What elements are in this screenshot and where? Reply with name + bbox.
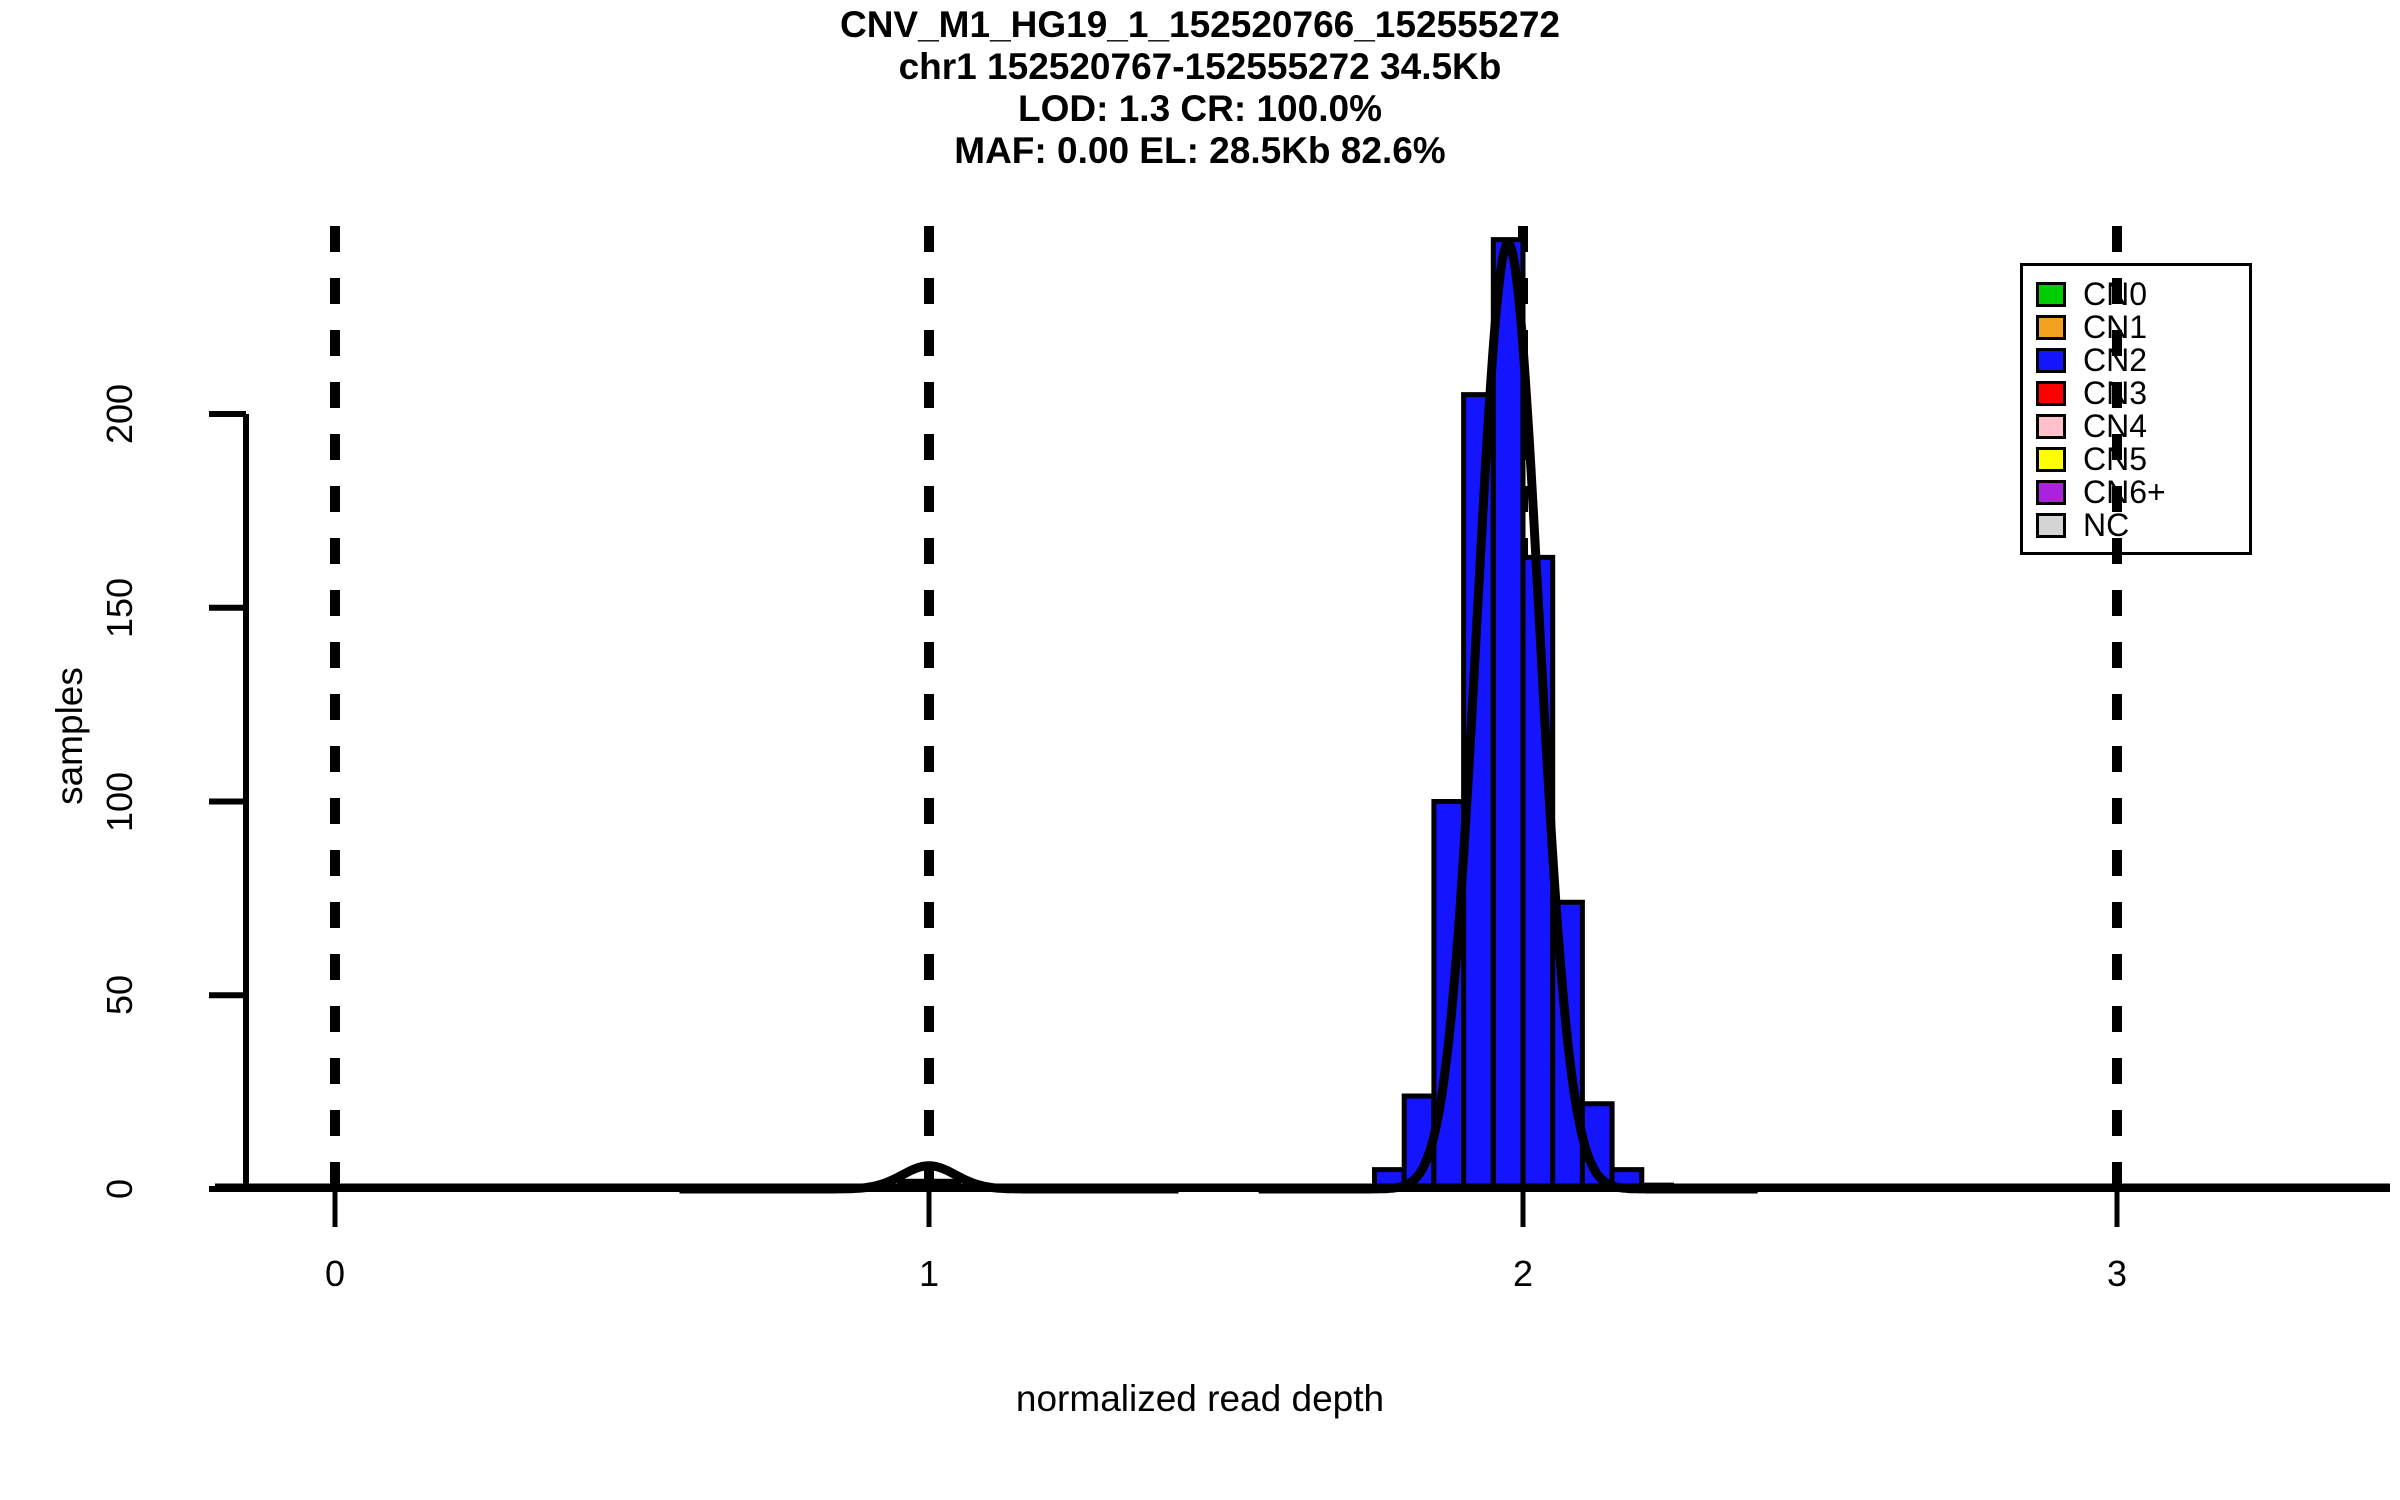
legend-item-CN5[interactable]: CN5 bbox=[2036, 441, 2148, 477]
legend-swatch-CN0-icon bbox=[2036, 281, 2066, 307]
legend-item-CN2[interactable]: CN2 bbox=[2036, 342, 2148, 378]
legend-item-CN6plus[interactable]: CN6+ bbox=[2036, 474, 2166, 510]
legend-swatch-NC-icon bbox=[2036, 512, 2066, 538]
legend-swatch-CN2-icon bbox=[2036, 347, 2066, 373]
legend-label: CN1 bbox=[2083, 309, 2148, 345]
y-tick-label-200: 200 bbox=[99, 383, 140, 445]
y-tick-label-50: 50 bbox=[99, 975, 140, 1016]
legend-swatch-CN6plus-icon bbox=[2036, 479, 2066, 505]
chart-title-line-2: chr1 152520767-152555272 34.5Kb bbox=[898, 46, 1502, 87]
chart-title-line-4: MAF: 0.00 EL: 28.5Kb 82.6% bbox=[954, 130, 1446, 171]
y-tick-label-0: 0 bbox=[99, 1178, 140, 1200]
legend-label: CN3 bbox=[2083, 375, 2148, 411]
chart-title-block: CNV_M1_HG19_1_152520766_152555272 chr1 1… bbox=[0, 4, 2400, 172]
legend-item-NC[interactable]: NC bbox=[2036, 507, 2130, 543]
x-tick-label-1: 1 bbox=[918, 1253, 940, 1294]
x-tick-label-3: 3 bbox=[2106, 1253, 2128, 1294]
legend[interactable]: CN0 CN1 CN2 CN3 CN4 CN5 CN6+ NC bbox=[2020, 263, 2252, 555]
x-axis-title: normalized read depth bbox=[1015, 1378, 1385, 1419]
legend-item-CN3[interactable]: CN3 bbox=[2036, 375, 2148, 411]
legend-label: NC bbox=[2083, 507, 2130, 543]
y-tick-label-150: 150 bbox=[99, 577, 140, 638]
legend-item-CN4[interactable]: CN4 bbox=[2036, 408, 2148, 444]
y-axis-title: samples bbox=[49, 667, 90, 805]
legend-item-CN0[interactable]: CN0 bbox=[2036, 276, 2148, 312]
CN1-density bbox=[676, 1161, 1182, 1194]
legend-label: CN5 bbox=[2083, 441, 2148, 477]
histogram-bar bbox=[1490, 237, 1526, 1192]
legend-label: CN4 bbox=[2083, 408, 2148, 444]
y-tick-label-100: 100 bbox=[99, 771, 140, 832]
legend-swatch-CN4-icon bbox=[2036, 413, 2066, 439]
legend-swatch-CN3-icon bbox=[2036, 380, 2066, 406]
legend-item-CN1[interactable]: CN1 bbox=[2036, 309, 2148, 345]
legend-label: CN2 bbox=[2083, 342, 2148, 378]
CN2-density bbox=[1256, 239, 1761, 1194]
legend-label: CN0 bbox=[2083, 276, 2148, 312]
legend-label: CN6+ bbox=[2083, 474, 2166, 510]
chart-title-line-1: CNV_M1_HG19_1_152520766_152555272 bbox=[839, 4, 1561, 45]
legend-swatch-CN1-icon bbox=[2036, 314, 2066, 340]
x-tick-label-0: 0 bbox=[324, 1253, 346, 1294]
legend-swatch-CN5-icon bbox=[2036, 446, 2066, 472]
chart-title-line-3: LOD: 1.3 CR: 100.0% bbox=[1018, 88, 1382, 129]
x-tick-label-2: 2 bbox=[1512, 1253, 1534, 1294]
